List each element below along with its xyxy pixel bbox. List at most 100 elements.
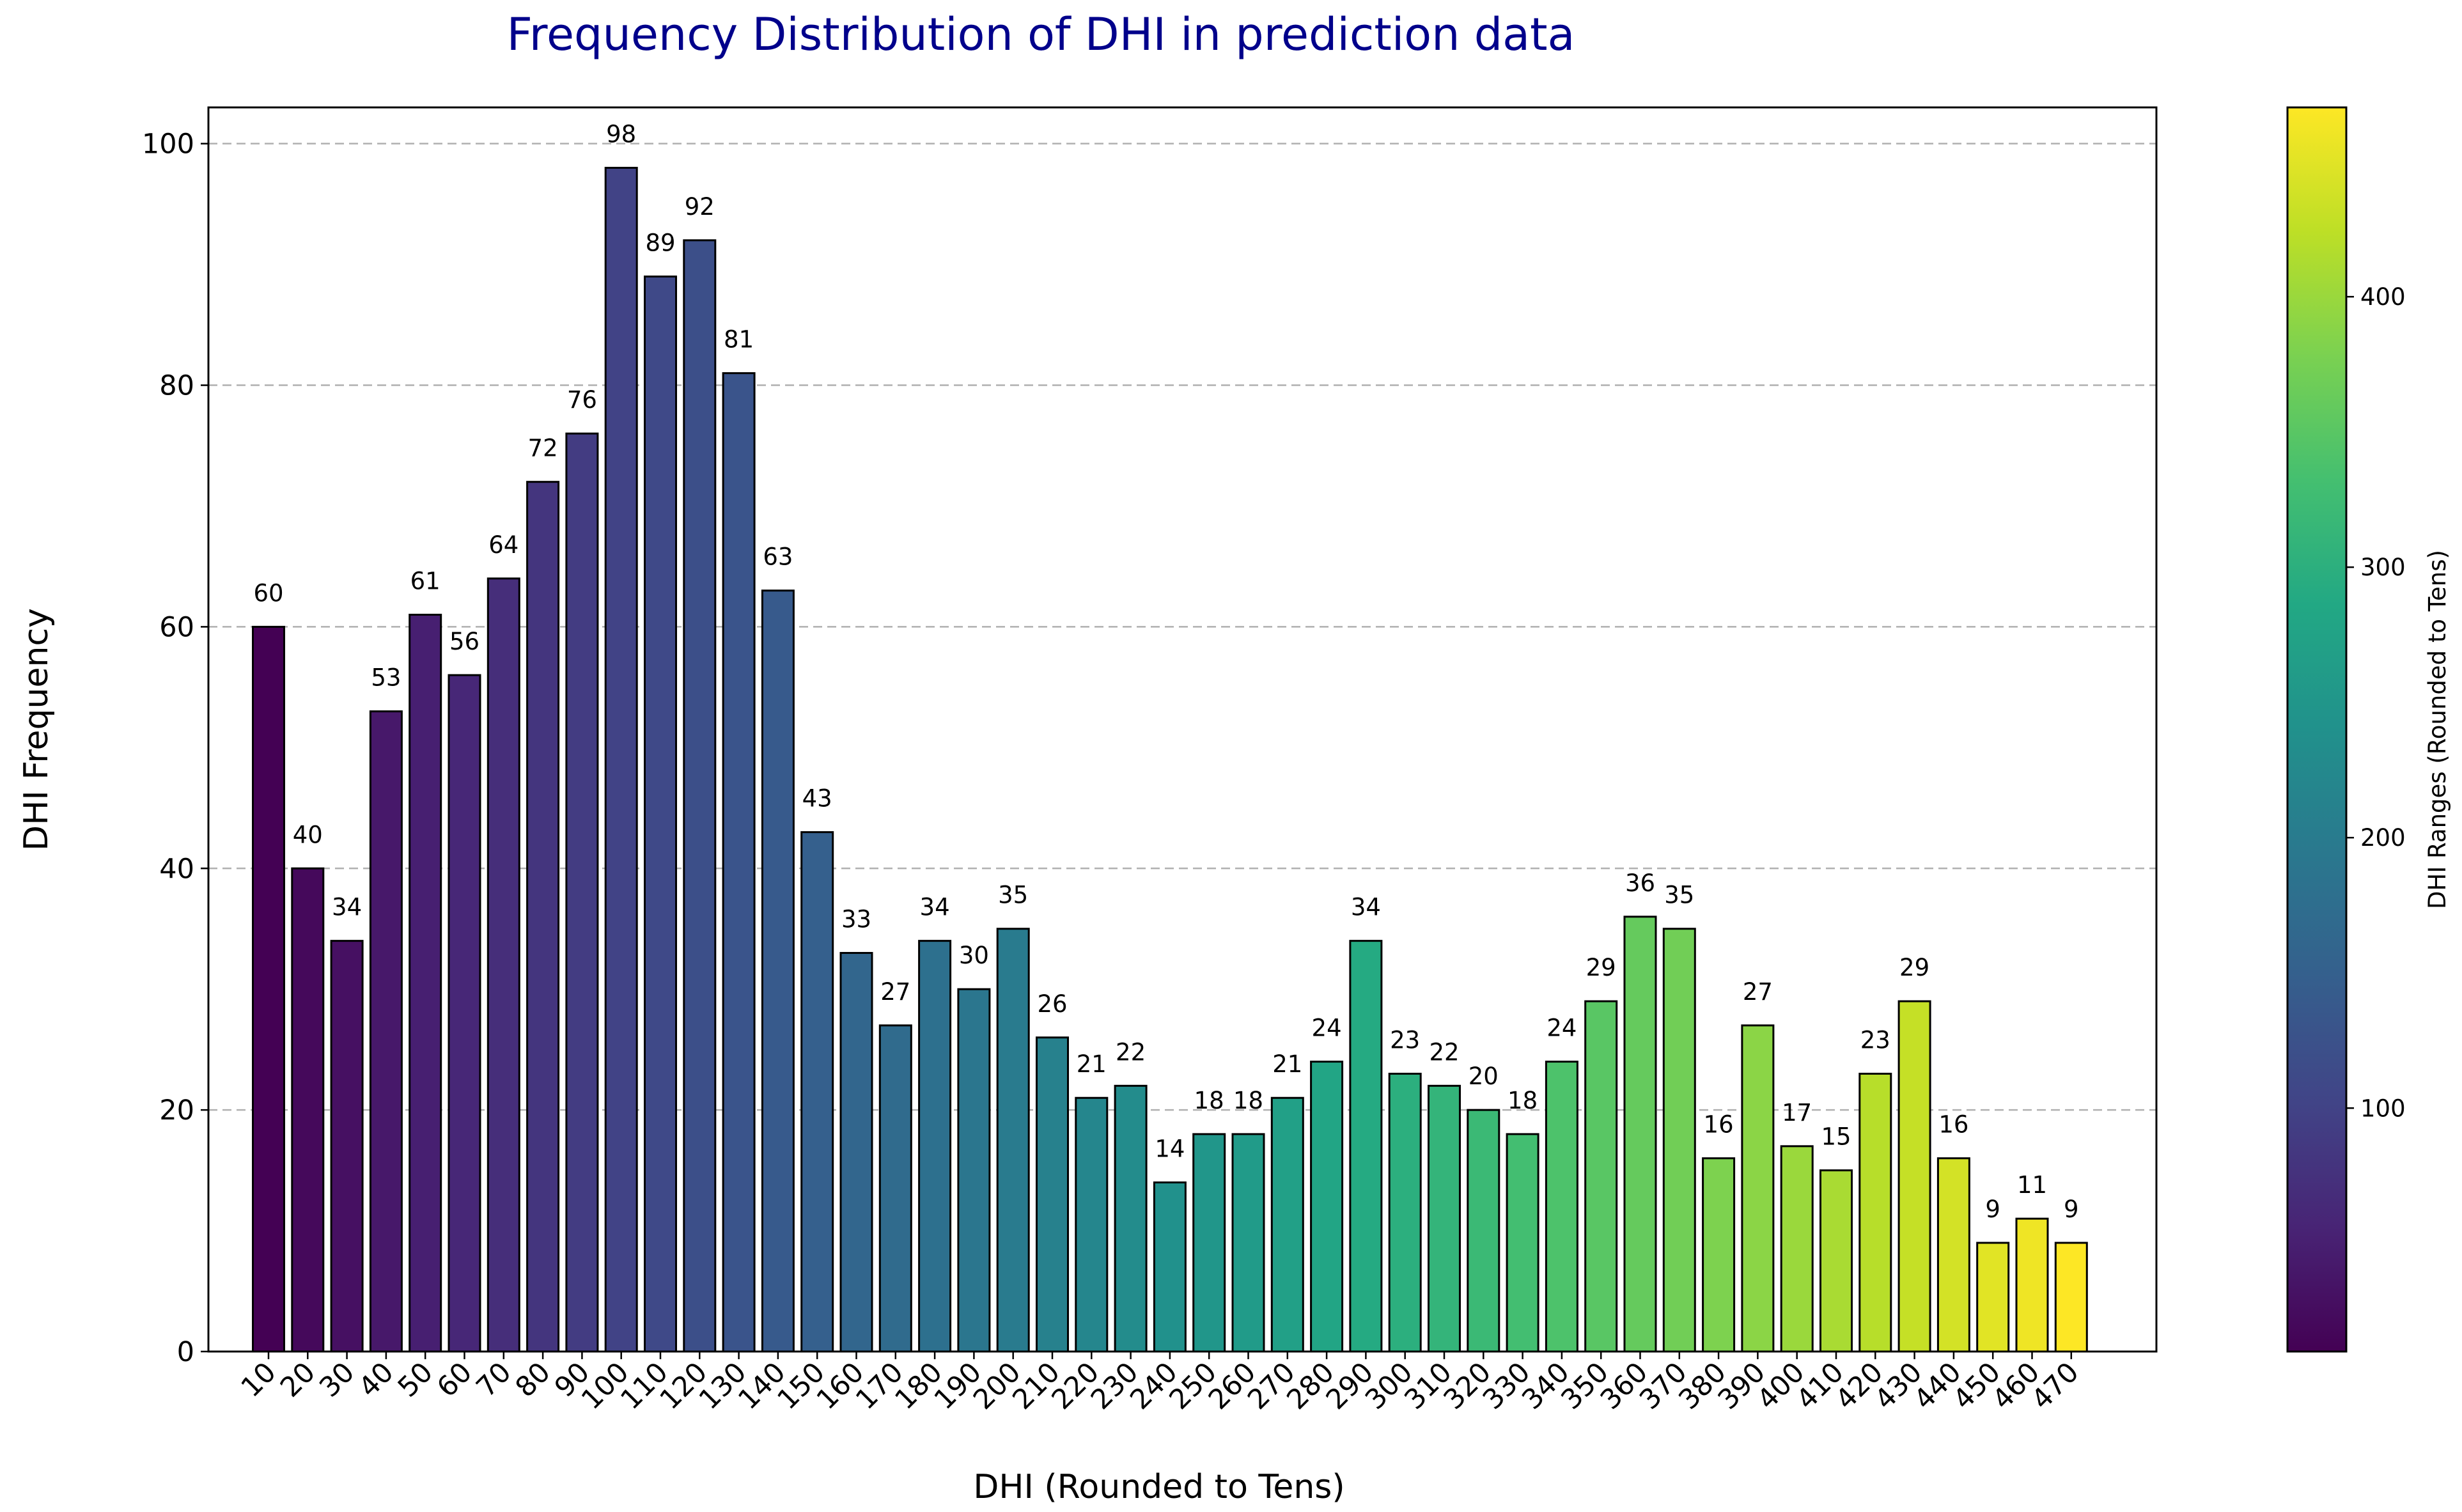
bar-value-label: 61 [410,568,440,595]
plot-frame [207,106,2158,1353]
bar [252,625,285,1353]
bar [1388,1072,1422,1353]
bar [1545,1061,1578,1353]
bar-value-label: 30 [959,942,989,969]
bar [291,867,325,1353]
bar-value-label: 16 [1704,1111,1734,1139]
bar [918,940,952,1353]
bar-value-label: 18 [1233,1087,1263,1114]
y-tick-label: 20 [159,1095,194,1126]
bar-value-label: 35 [1664,882,1694,909]
bar [839,952,873,1353]
bar-value-label: 64 [488,531,518,559]
bar [1192,1133,1226,1353]
bar-value-label: 63 [763,543,793,571]
x-axis-ticks: 1020304050607080901001101201301401501601… [235,1352,2085,1416]
bar [1467,1109,1500,1353]
bar [761,589,795,1353]
bar-value-label: 34 [1351,894,1381,921]
bar [369,710,403,1353]
y-axis-ticks: 0 20 40 60 80 100 [142,129,208,1368]
bar [487,577,520,1353]
bar [1623,916,1657,1353]
bar [1819,1169,1853,1353]
y-tick-label: 40 [159,853,194,885]
bar-value-label: 18 [1508,1087,1538,1114]
bar-value-label: 23 [1390,1026,1420,1054]
bar [2015,1217,2049,1353]
colorbar-ticks: 100 200 300 400 [2346,283,2406,1122]
bar [1976,1242,2010,1353]
chart-title: Frequency Distribution of DHI in predict… [507,8,1575,61]
bar-value-label: 56 [449,628,479,655]
bar-value-label: 76 [567,386,597,414]
bar [1114,1084,1148,1353]
bar-value-label: 26 [1037,990,1067,1018]
bar [996,928,1030,1353]
y-tick-label: 80 [159,370,194,402]
bar-value-label: 89 [645,230,675,257]
bar-value-label: 27 [880,978,910,1006]
bar [1231,1133,1265,1353]
bar-value-label: 9 [2064,1196,2079,1223]
bar-value-label: 53 [371,664,401,692]
bar-value-label: 24 [1312,1015,1342,1042]
bar [800,831,834,1353]
bar [957,988,991,1353]
bar [604,166,638,1353]
bar-value-label: 11 [2017,1171,2047,1199]
bar [1780,1145,1814,1353]
bar [1036,1036,1069,1353]
bar-value-label: 24 [1547,1015,1577,1042]
y-tick-label: 60 [159,611,194,643]
bar [1153,1181,1187,1353]
bar [1075,1096,1109,1353]
colorbar-tick-label: 200 [2360,824,2406,852]
bar [1428,1084,1461,1353]
bar [722,372,756,1353]
bar [1310,1061,1344,1353]
bar [1349,940,1383,1353]
bar-value-label: 36 [1625,869,1655,897]
y-axis-label: DHI Frequency [17,608,56,851]
bar [330,940,364,1353]
y-tick-label: 100 [142,129,194,160]
x-axis-label: DHI (Rounded to Tens) [973,1468,1344,1506]
bar-value-label: 18 [1194,1087,1224,1114]
bar-value-label: 34 [332,894,362,921]
bar [1702,1157,1736,1353]
bar-value-label: 17 [1782,1099,1812,1126]
bar-value-label: 9 [1985,1196,2000,1223]
bar-value-label: 15 [1821,1123,1851,1151]
bar-value-label: 43 [802,785,832,813]
bar [1741,1024,1775,1353]
bar [409,614,442,1353]
bar [878,1024,912,1353]
bar [1506,1133,1539,1353]
bar-value-label: 29 [1586,954,1616,981]
bar [644,276,677,1353]
x-tick-label: 470 [2025,1356,2085,1415]
colorbar-tick-label: 300 [2360,554,2406,581]
bar [683,239,717,1353]
bar [1584,1000,1618,1353]
y-tick-label: 0 [177,1336,194,1368]
bar [526,481,560,1353]
bar-value-label: 23 [1860,1026,1890,1054]
bar [1270,1096,1304,1353]
bars [252,166,2088,1353]
bar [1936,1157,1970,1353]
bar-value-label: 60 [253,579,283,607]
bar-value-label: 35 [998,882,1028,909]
bar-value-label: 14 [1155,1135,1185,1162]
bar [2054,1242,2088,1353]
bar-value-label: 21 [1077,1050,1107,1078]
bar [565,432,599,1353]
colorbar [2286,106,2348,1353]
bar-value-label: 22 [1429,1038,1459,1066]
colorbar-label: DHI Ranges (Rounded to Tens) [2424,550,2451,909]
bar-labels: 60 40 34 53 61 56 64 72 76 98 89 92 81 63 43 33 27 34 30 35… [253,120,2078,1222]
bar-value-label: 81 [724,326,754,354]
bar-value-label: 98 [606,120,636,148]
